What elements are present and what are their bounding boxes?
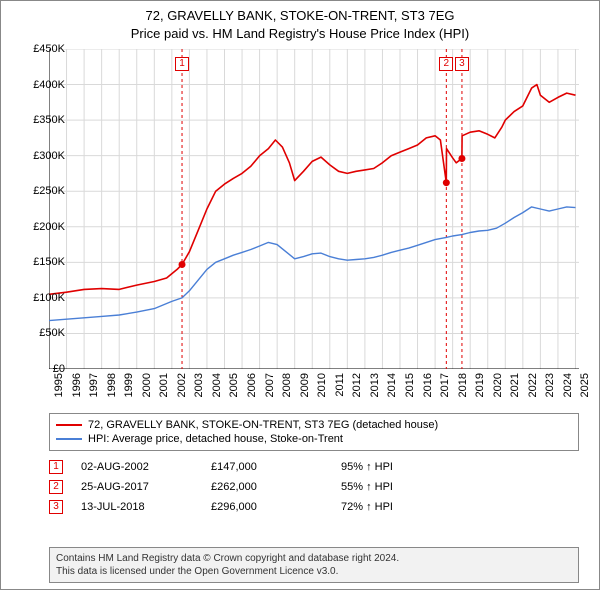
x-tick-label: 2000: [141, 373, 153, 397]
x-tick-label: 2020: [492, 373, 504, 397]
x-tick-label: 2007: [264, 373, 276, 397]
sale-row-marker: 2: [49, 480, 63, 494]
sale-row-ratio: 95% ↑ HPI: [341, 461, 579, 473]
y-tick-label: £350K: [33, 114, 65, 126]
sale-row: 3 13-JUL-2018£296,00072% ↑ HPI: [49, 497, 579, 517]
chart-container: 72, GRAVELLY BANK, STOKE-ON-TRENT, ST3 7…: [0, 0, 600, 590]
legend-swatch: [56, 424, 82, 426]
x-tick-label: 2015: [404, 373, 416, 397]
x-tick-label: 2017: [439, 373, 451, 397]
sale-row: 1 02-AUG-2002£147,00095% ↑ HPI: [49, 457, 579, 477]
y-tick-label: £150K: [33, 256, 65, 268]
legend-label: 72, GRAVELLY BANK, STOKE-ON-TRENT, ST3 7…: [88, 419, 438, 431]
x-tick-label: 2008: [281, 373, 293, 397]
x-tick-label: 1998: [106, 373, 118, 397]
x-tick-label: 2011: [334, 373, 346, 397]
y-tick-label: £250K: [33, 185, 65, 197]
y-tick-label: £200K: [33, 221, 65, 233]
title-block: 72, GRAVELLY BANK, STOKE-ON-TRENT, ST3 7…: [1, 1, 599, 44]
sale-marker-flag: 2: [439, 57, 453, 71]
x-tick-label: 2003: [193, 373, 205, 397]
x-tick-label: 2004: [211, 373, 223, 397]
legend-label: HPI: Average price, detached house, Stok…: [88, 433, 343, 445]
chart-svg: [49, 49, 579, 369]
x-tick-label: 2021: [509, 373, 521, 397]
x-tick-label: 2022: [527, 373, 539, 397]
sales-table: 1 02-AUG-2002£147,00095% ↑ HPI 2 25-AUG-201…: [49, 457, 579, 517]
x-tick-label: 2001: [158, 373, 170, 397]
sale-row-date: 02-AUG-2002: [81, 461, 211, 473]
x-tick-label: 2016: [422, 373, 434, 397]
x-tick-label: 1996: [71, 373, 83, 397]
footer-line1: Contains HM Land Registry data © Crown c…: [56, 552, 572, 565]
x-tick-label: 2012: [351, 373, 363, 397]
sale-row-date: 25-AUG-2017: [81, 481, 211, 493]
legend-row: 72, GRAVELLY BANK, STOKE-ON-TRENT, ST3 7…: [56, 418, 572, 432]
sale-row-marker: 3: [49, 500, 63, 514]
x-tick-label: 1995: [53, 373, 65, 397]
chart-area: [49, 49, 579, 369]
sale-row-ratio: 72% ↑ HPI: [341, 501, 579, 513]
sale-marker-flag: 3: [455, 57, 469, 71]
x-tick-label: 2018: [457, 373, 469, 397]
legend-swatch: [56, 438, 82, 440]
x-tick-label: 2024: [562, 373, 574, 397]
sale-row-price: £262,000: [211, 481, 341, 493]
sale-row-date: 13-JUL-2018: [81, 501, 211, 513]
x-tick-label: 2014: [386, 373, 398, 397]
x-tick-label: 2019: [474, 373, 486, 397]
footer-line2: This data is licensed under the Open Gov…: [56, 565, 572, 578]
sale-row-ratio: 55% ↑ HPI: [341, 481, 579, 493]
footer: Contains HM Land Registry data © Crown c…: [49, 547, 579, 583]
legend: 72, GRAVELLY BANK, STOKE-ON-TRENT, ST3 7…: [49, 413, 579, 451]
y-tick-label: £400K: [33, 79, 65, 91]
x-tick-label: 1999: [123, 373, 135, 397]
title-subtitle: Price paid vs. HM Land Registry's House …: [1, 25, 599, 43]
x-tick-label: 2002: [176, 373, 188, 397]
x-tick-label: 2023: [544, 373, 556, 397]
sale-row-price: £296,000: [211, 501, 341, 513]
legend-row: HPI: Average price, detached house, Stok…: [56, 432, 572, 446]
y-tick-label: £450K: [33, 43, 65, 55]
x-tick-label: 2025: [579, 373, 591, 397]
x-tick-label: 1997: [88, 373, 100, 397]
y-tick-label: £100K: [33, 292, 65, 304]
x-tick-label: 2005: [228, 373, 240, 397]
sale-marker-flag: 1: [175, 57, 189, 71]
x-tick-label: 2006: [246, 373, 258, 397]
sale-row: 2 25-AUG-2017£262,00055% ↑ HPI: [49, 477, 579, 497]
sale-row-marker: 1: [49, 460, 63, 474]
x-tick-label: 2010: [316, 373, 328, 397]
x-tick-label: 2013: [369, 373, 381, 397]
sale-row-price: £147,000: [211, 461, 341, 473]
y-tick-label: £300K: [33, 150, 65, 162]
x-tick-label: 2009: [299, 373, 311, 397]
y-tick-label: £50K: [39, 327, 65, 339]
title-address: 72, GRAVELLY BANK, STOKE-ON-TRENT, ST3 7…: [1, 7, 599, 25]
